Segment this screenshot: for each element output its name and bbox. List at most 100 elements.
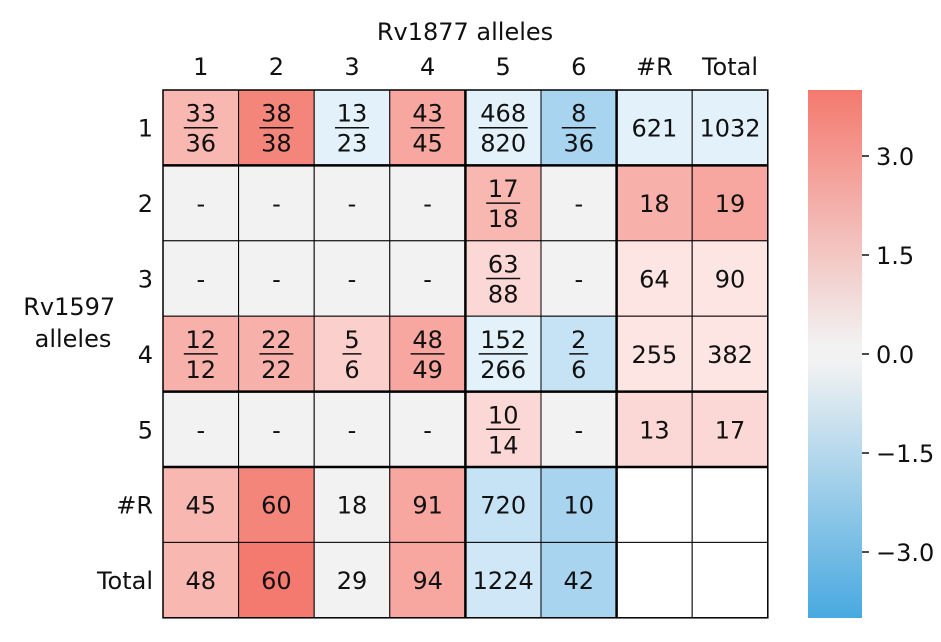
cell-numerator: 152 [480, 326, 526, 354]
cell-value: - [196, 266, 205, 294]
colorbar-tick-label: 3.0 [876, 143, 914, 171]
cell-fill [691, 164, 769, 242]
heatmap-cell: 720 [464, 466, 542, 543]
cell-fill [389, 240, 466, 317]
row-label: Total [96, 567, 153, 595]
cell-value: - [423, 416, 432, 444]
cell-fill [313, 466, 391, 543]
row-label: #R [116, 492, 153, 520]
cell-fill [162, 240, 240, 317]
cell-value: - [272, 416, 281, 444]
cell-numerator: 13 [337, 100, 368, 128]
cell-denominator: 12 [186, 356, 217, 384]
heatmap-cell: 13 [616, 391, 693, 468]
cell-value: - [423, 190, 432, 218]
heatmap-cell [691, 466, 769, 543]
column-axis-title: Rv1877 alleles [377, 18, 553, 46]
cell-fill [162, 466, 240, 543]
cell-value: - [196, 190, 205, 218]
cell-fill [238, 541, 315, 619]
cell-denominator: 14 [488, 431, 519, 459]
cell-value: - [423, 266, 432, 294]
cell-fill [464, 541, 542, 619]
cell-denominator: 36 [186, 130, 217, 158]
column-label: 6 [571, 53, 586, 81]
heatmap-cell: 836 [540, 89, 618, 166]
cell-value: 64 [639, 266, 670, 294]
column-tick-labels: 1 2 3 4 5 6 #R Total [193, 53, 758, 81]
column-label: 3 [344, 53, 359, 81]
cell-value: - [574, 416, 583, 444]
cell-denominator: 23 [337, 130, 368, 158]
heatmap-cell: 18 [616, 164, 693, 242]
cell-value: 10 [564, 492, 595, 520]
cell-value: 621 [631, 115, 677, 143]
cell-fill [238, 164, 315, 242]
heatmap-cell: - [540, 164, 618, 242]
cell-value: 29 [337, 567, 368, 595]
cell-fill [691, 89, 769, 166]
cell-value: 720 [480, 492, 526, 520]
cell-value: 13 [639, 416, 670, 444]
cell-value: 48 [186, 567, 217, 595]
cell-fill [691, 466, 769, 543]
heatmap-cell: 1224 [464, 541, 542, 619]
cell-value: 1224 [473, 567, 534, 595]
heatmap-cell: 382 [691, 315, 769, 393]
cell-denominator: 38 [261, 130, 292, 158]
cell-fill [691, 315, 769, 393]
heatmap-cell: - [238, 164, 315, 242]
cell-fill [616, 466, 693, 543]
row-label: 2 [138, 190, 153, 218]
cell-fill [540, 541, 618, 619]
cell-fill [464, 466, 542, 543]
cell-value: - [196, 416, 205, 444]
cell-denominator: 266 [480, 356, 526, 384]
cell-denominator: 22 [261, 356, 292, 384]
cell-value: - [348, 266, 357, 294]
row-label: 4 [138, 341, 153, 369]
heatmap-cell: - [313, 164, 391, 242]
colorbar-tick-label: 0.0 [876, 341, 914, 369]
cell-denominator: 88 [488, 281, 519, 309]
colorbar-ticks: 3.0 1.5 0.0 −1.5 −3.0 [862, 143, 934, 567]
heatmap-cell: - [389, 164, 466, 242]
heatmap-cell: - [162, 164, 240, 242]
cell-value: 17 [715, 416, 746, 444]
heatmap-cell: - [238, 391, 315, 468]
heatmap-cell: 60 [238, 541, 315, 619]
grid-border [162, 89, 769, 619]
heatmap-cell: - [389, 240, 466, 317]
cell-value: 18 [639, 190, 670, 218]
heatmap-cell: - [313, 240, 391, 317]
row-axis-title: Rv1597 alleles [23, 293, 123, 353]
colorbar-tick-label: 1.5 [876, 242, 914, 270]
cell-fill [540, 391, 618, 468]
heatmap-cell [616, 466, 693, 543]
column-label: 2 [269, 53, 284, 81]
column-label: 1 [193, 53, 208, 81]
row-label: 3 [138, 266, 153, 294]
heatmap-cell: 42 [540, 541, 618, 619]
cell-fill [162, 541, 240, 619]
cell-value: 19 [715, 190, 746, 218]
cell-fill [389, 541, 466, 619]
heatmap-cell: - [540, 240, 618, 317]
cell-value: 18 [337, 492, 368, 520]
heatmap-cell: 621 [616, 89, 693, 166]
cell-value: 60 [261, 492, 292, 520]
cell-numerator: 38 [261, 100, 292, 128]
heatmap-cell: 19 [691, 164, 769, 242]
cell-denominator: 18 [488, 205, 519, 233]
colorbar-tick-label: −1.5 [876, 440, 934, 468]
heatmap-cell: 1032 [691, 89, 769, 166]
